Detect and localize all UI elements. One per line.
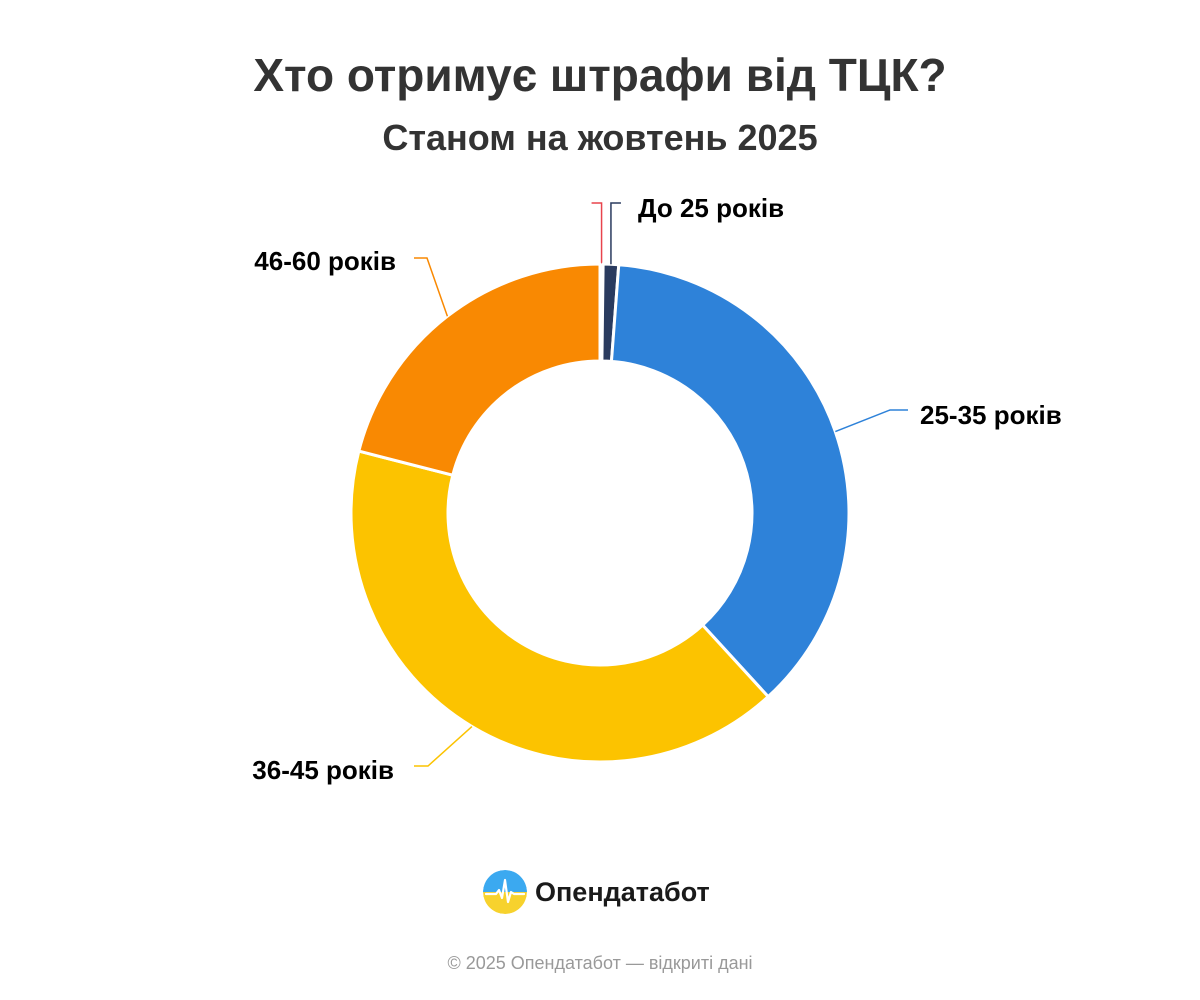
leader-line-0: [591, 202, 603, 265]
leader-line-4: [414, 257, 449, 317]
data-label-25-1: До 25 років: [638, 193, 784, 223]
leader-line-1: [610, 202, 621, 265]
data-label-36-45-3: 36-45 років: [252, 755, 394, 785]
slice-3[interactable]: [349, 449, 770, 764]
data-label-25-35-2: 25-35 років: [920, 400, 1062, 430]
brand-logo-icon: [483, 870, 527, 914]
chart-title: Хто отримує штрафи від ТЦК?: [253, 49, 947, 101]
brand-name: Опендатабот: [535, 876, 710, 907]
chart-subtitle: Станом на жовтень 2025: [382, 117, 818, 158]
slice-2[interactable]: [609, 263, 851, 699]
slice-4[interactable]: [357, 262, 602, 477]
brand-logo: Опендатабот: [483, 869, 710, 915]
footer-copyright: © 2025 Опендатабот — відкриті дані: [447, 953, 753, 973]
leader-line-3: [414, 725, 473, 767]
leader-line-2: [835, 409, 908, 433]
data-label-46-60-4: 46-60 років: [254, 246, 396, 276]
